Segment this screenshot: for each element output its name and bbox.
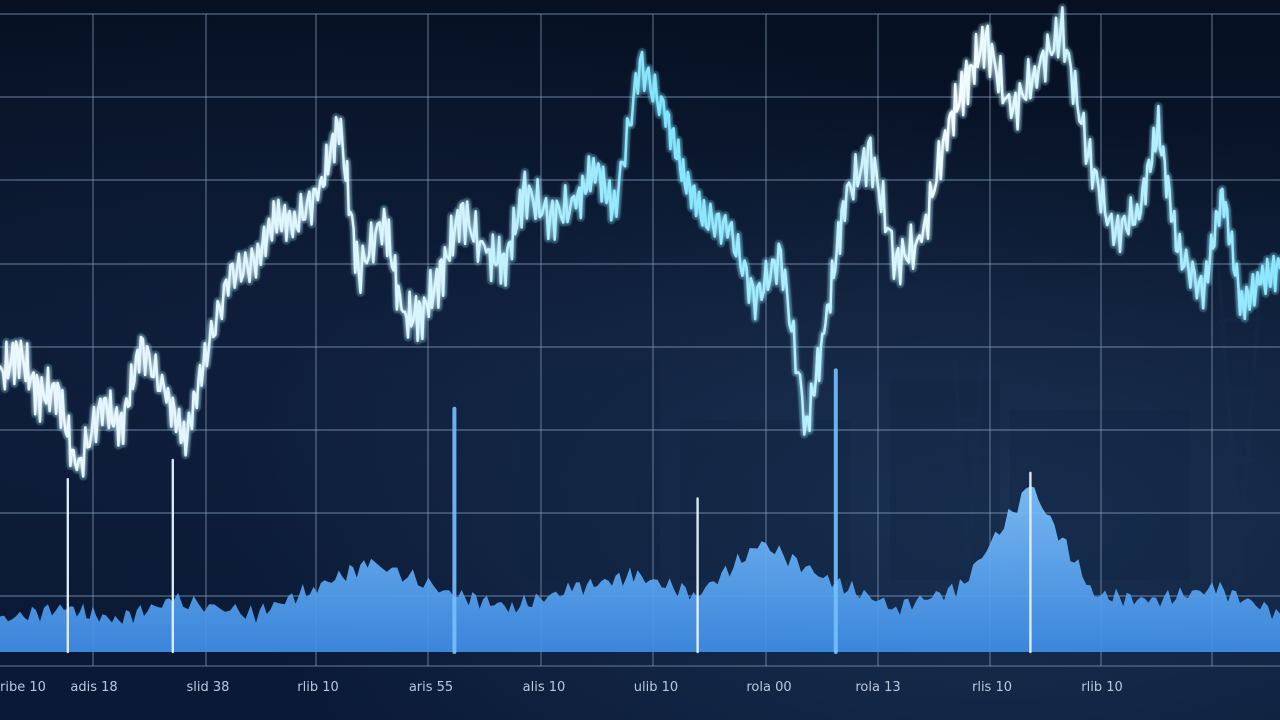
spike-lines-group — [66, 368, 1032, 654]
price-line-group — [0, 3, 1280, 481]
x-tick-label: slid 38 — [187, 680, 230, 695]
x-tick-label: ribe 10 — [0, 680, 46, 695]
x-tick-label: rlib 10 — [1081, 680, 1123, 695]
gridlines — [0, 13, 1280, 667]
x-tick-label: adis 18 — [70, 680, 117, 695]
x-tick-label: rlib 10 — [297, 680, 339, 695]
price-line — [0, 6, 1280, 478]
x-tick-label: aris 55 — [409, 680, 453, 695]
x-tick-label: rola 00 — [746, 680, 791, 695]
volume-area — [0, 486, 1280, 652]
x-tick-label: rola 13 — [855, 680, 900, 695]
x-tick-label: rlis 10 — [972, 680, 1012, 695]
x-axis-tick-labels: ribe 10 adis 18 slid 38 rlib 10 aris 55 alis … — [0, 680, 1123, 695]
x-tick-label: alis 10 — [523, 680, 566, 695]
volume-area-group — [0, 486, 1280, 652]
x-tick-label: ulib 10 — [634, 680, 678, 695]
